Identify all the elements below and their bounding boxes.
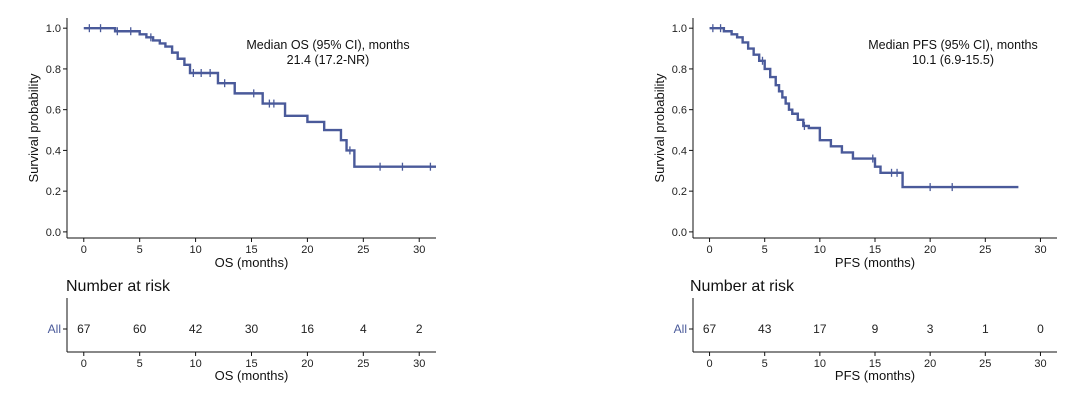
risk-x-tick-label: 25 [357,358,369,370]
risk-count: 3 [927,322,934,336]
x-tick-label: 10 [189,244,201,256]
x-axis-title: OS (months) [215,255,289,270]
risk-x-tick-label: 30 [413,358,425,370]
risk-x-tick-label: 20 [924,358,936,370]
x-tick-label: 25 [357,244,369,256]
y-tick-label: 0.4 [46,145,61,157]
y-tick-label: 0.6 [46,105,61,117]
risk-table-x-axis-title: OS (months) [215,368,289,383]
y-tick-label: 0.2 [46,186,61,198]
median-annotation-line1: Median PFS (95% CI), months [868,38,1038,52]
median-annotation-line2: 21.4 (17.2-NR) [287,53,370,67]
x-tick-label: 5 [762,244,768,256]
x-tick-label: 30 [1034,244,1046,256]
y-tick-label: 0.0 [672,227,687,239]
x-tick-label: 30 [413,244,425,256]
y-tick-label: 0.8 [46,64,61,76]
risk-table-title: Number at risk [690,278,795,295]
x-tick-label: 10 [814,244,826,256]
y-tick-label: 1.0 [46,23,61,35]
risk-count: 1 [982,322,989,336]
y-tick-label: 0.8 [672,64,687,76]
risk-count: 67 [77,322,91,336]
risk-count: 16 [301,322,315,336]
risk-count: 4 [360,322,367,336]
x-tick-label: 5 [137,244,143,256]
risk-x-tick-label: 5 [762,358,768,370]
x-tick-label: 25 [979,244,991,256]
risk-table-x-axis-title: PFS (months) [835,368,915,383]
x-axis-title: PFS (months) [835,255,915,270]
risk-table-strata-label: All [674,322,687,336]
y-tick-label: 0.4 [672,145,687,157]
risk-x-tick-label: 10 [814,358,826,370]
median-annotation-line1: Median OS (95% CI), months [246,38,409,52]
survival-curve [83,26,436,168]
risk-x-tick-label: 10 [189,358,201,370]
median-annotation-line2: 10.1 (6.9-15.5) [912,53,994,67]
risk-x-tick-label: 15 [245,358,257,370]
risk-count: 2 [416,322,423,336]
x-tick-label: 15 [245,244,257,256]
risk-count: 67 [703,322,717,336]
risk-count: 43 [758,322,772,336]
x-tick-label: 0 [706,244,712,256]
survival-curve [709,26,1019,189]
y-axis-title: Survival probability [652,73,667,183]
x-tick-label: 0 [81,244,87,256]
y-tick-label: 0.2 [672,186,687,198]
risk-x-tick-label: 0 [706,358,712,370]
risk-count: 60 [133,322,147,336]
y-tick-label: 0.0 [46,227,61,239]
risk-x-tick-label: 20 [301,358,313,370]
risk-count: 0 [1037,322,1044,336]
y-tick-label: 0.6 [672,105,687,117]
risk-x-tick-label: 25 [979,358,991,370]
x-tick-label: 20 [301,244,313,256]
y-tick-label: 1.0 [672,23,687,35]
risk-count: 9 [872,322,879,336]
risk-x-tick-label: 15 [869,358,881,370]
risk-table-title: Number at risk [66,278,171,295]
risk-x-tick-label: 5 [137,358,143,370]
y-axis-title: Survival probability [26,73,41,183]
risk-count: 42 [189,322,203,336]
risk-count: 17 [813,322,827,336]
risk-x-tick-label: 30 [1034,358,1046,370]
risk-count: 30 [245,322,259,336]
risk-x-tick-label: 0 [81,358,87,370]
risk-table-strata-label: All [48,322,61,336]
x-tick-label: 15 [869,244,881,256]
x-tick-label: 20 [924,244,936,256]
